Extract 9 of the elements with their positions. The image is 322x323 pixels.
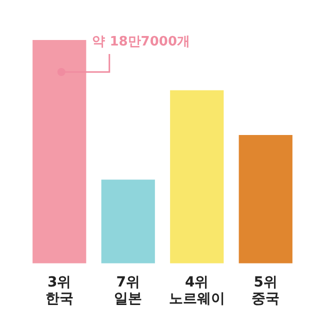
x-tick-label: 3위 한국 <box>45 274 74 308</box>
bar <box>238 134 292 264</box>
bar <box>101 180 155 264</box>
x-tick-label: 5위 중국 <box>252 274 280 308</box>
bar <box>32 40 86 264</box>
bar <box>170 90 224 264</box>
annotation: 약 18만7000개 <box>92 34 190 50</box>
x-tick-label: 7위 일본 <box>114 274 142 308</box>
x-tick-label: 4위 노르웨이 <box>168 274 225 308</box>
